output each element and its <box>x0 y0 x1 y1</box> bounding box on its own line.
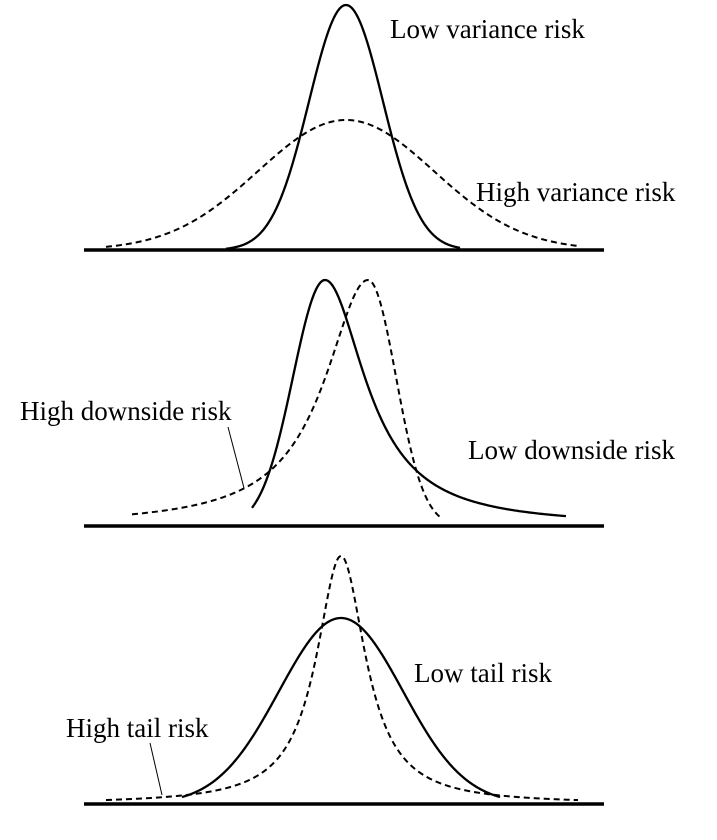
high-downside-leader-line <box>227 426 245 489</box>
high-tail-curve <box>105 554 579 802</box>
low-tail-risk-label: Low tail risk <box>414 658 552 688</box>
panel-downside-risk: High downside risk Low downside risk <box>20 278 675 528</box>
high-tail-risk-label: High tail risk <box>66 713 209 743</box>
high-downside-risk-label: High downside risk <box>20 396 232 426</box>
low-tail-curve <box>181 616 501 799</box>
panel-variance-risk: Low variance risk High variance risk <box>84 3 676 252</box>
high-variance-curve <box>105 118 581 248</box>
high-tail-leader-line <box>149 742 163 796</box>
low-downside-curve <box>251 278 567 518</box>
high-variance-risk-label: High variance risk <box>476 177 676 207</box>
low-downside-risk-label: Low downside risk <box>468 435 675 465</box>
low-variance-curve <box>225 3 461 250</box>
high-downside-curve <box>131 278 441 518</box>
panel-tail-risk: Low tail risk High tail risk <box>66 554 604 806</box>
low-variance-risk-label: Low variance risk <box>390 14 585 44</box>
